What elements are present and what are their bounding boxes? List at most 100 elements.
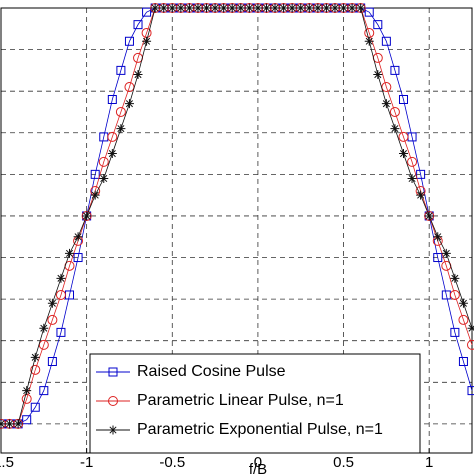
marker	[433, 232, 443, 242]
marker	[467, 386, 474, 396]
marker	[22, 386, 32, 396]
marker	[270, 3, 280, 13]
marker	[90, 169, 100, 179]
marker	[244, 3, 254, 13]
marker	[373, 20, 383, 30]
marker	[458, 357, 468, 367]
marker	[347, 3, 357, 13]
marker	[441, 248, 451, 258]
marker	[98, 156, 109, 167]
marker	[287, 3, 297, 13]
marker	[407, 156, 418, 167]
marker	[133, 70, 143, 80]
marker	[65, 248, 75, 258]
marker	[176, 3, 186, 13]
marker	[450, 327, 460, 337]
marker	[416, 169, 426, 179]
marker	[5, 419, 15, 429]
marker	[47, 314, 58, 325]
marker	[116, 65, 126, 75]
marker	[449, 289, 460, 300]
x-tick-label: 0	[254, 454, 262, 471]
marker	[30, 352, 40, 362]
legend-label: Raised Cosine Pulse	[137, 363, 286, 380]
marker	[390, 124, 400, 134]
marker	[55, 289, 66, 300]
marker	[56, 327, 66, 337]
marker	[73, 253, 83, 263]
x-tick-label: -1.5	[0, 454, 14, 471]
marker	[236, 3, 246, 13]
marker	[321, 3, 331, 13]
marker	[90, 190, 100, 200]
x-tick-label: 1	[425, 454, 433, 471]
marker	[304, 3, 314, 13]
marker	[13, 419, 23, 429]
marker	[107, 94, 117, 104]
legend: Raised Cosine Pulse Parametric Linear Pul…	[89, 353, 421, 454]
marker	[467, 339, 474, 350]
marker	[30, 364, 41, 375]
marker	[339, 3, 349, 13]
marker	[150, 3, 160, 13]
marker	[407, 174, 417, 184]
marker	[202, 3, 212, 13]
marker	[467, 323, 474, 333]
marker	[73, 232, 83, 242]
marker	[82, 211, 92, 221]
marker	[167, 3, 177, 13]
legend-box	[89, 353, 421, 454]
marker	[416, 190, 426, 200]
legend-label: Parametric Exponential Pulse, n=1	[137, 421, 383, 438]
marker	[458, 314, 469, 325]
marker	[115, 106, 126, 117]
marker	[193, 3, 203, 13]
marker	[296, 3, 306, 13]
marker	[210, 3, 220, 13]
marker	[39, 386, 49, 396]
marker	[364, 36, 374, 46]
marker	[330, 3, 340, 13]
marker	[458, 298, 468, 308]
marker	[219, 3, 229, 13]
marker	[159, 3, 169, 13]
marker	[39, 323, 49, 333]
marker	[30, 402, 40, 412]
legend-marker	[108, 396, 118, 406]
x-tick-label: -1	[80, 454, 93, 471]
marker	[56, 273, 66, 283]
marker	[124, 99, 134, 109]
marker	[381, 36, 391, 46]
legend-label: Parametric Linear Pulse, n=1	[137, 392, 344, 409]
marker	[116, 124, 126, 134]
x-tick-label: -0.5	[159, 454, 185, 471]
marker	[279, 3, 289, 13]
marker	[381, 99, 391, 109]
marker	[184, 3, 194, 13]
marker	[313, 3, 323, 13]
marker	[450, 273, 460, 283]
marker	[253, 3, 263, 13]
marker	[47, 357, 57, 367]
marker	[227, 3, 237, 13]
marker	[389, 106, 400, 117]
marker	[142, 36, 152, 46]
x-axis-label: f/B	[249, 461, 267, 474]
marker	[398, 149, 408, 159]
marker	[22, 415, 32, 425]
marker	[398, 94, 408, 104]
series	[0, 3, 474, 429]
legend-marker	[108, 425, 118, 435]
marker	[356, 3, 366, 13]
marker	[142, 7, 152, 17]
marker	[107, 131, 118, 142]
marker	[124, 36, 134, 46]
marker	[0, 419, 6, 429]
marker	[107, 149, 117, 159]
marker	[390, 65, 400, 75]
legend-marker	[108, 367, 118, 377]
marker	[364, 7, 374, 17]
marker	[47, 298, 57, 308]
marker	[398, 131, 409, 142]
